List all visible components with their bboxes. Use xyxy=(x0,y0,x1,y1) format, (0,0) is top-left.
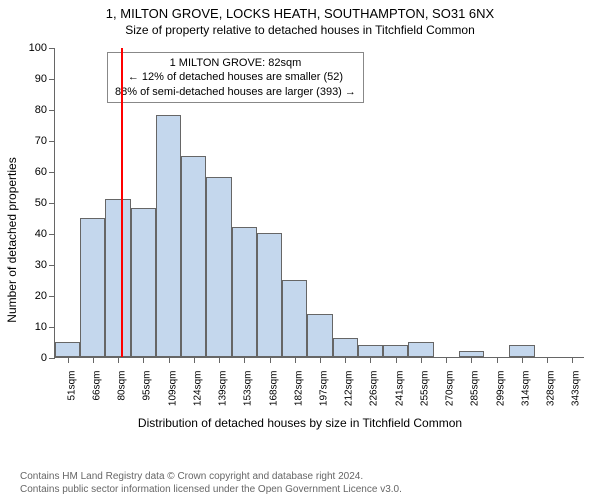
histogram-bar xyxy=(55,342,80,358)
x-tick xyxy=(219,357,220,363)
info-box: 1 MILTON GROVE: 82sqm ← 12% of detached … xyxy=(107,52,364,103)
y-tick-label: 100 xyxy=(29,42,55,54)
histogram-bar xyxy=(181,156,206,358)
x-tick xyxy=(68,357,69,363)
footer-line1: Contains HM Land Registry data © Crown c… xyxy=(20,471,600,484)
page-title: 1, MILTON GROVE, LOCKS HEATH, SOUTHAMPTO… xyxy=(0,0,600,21)
y-tick-label: 40 xyxy=(35,228,55,240)
x-tick xyxy=(244,357,245,363)
y-axis-label: Number of detached properties xyxy=(5,157,19,322)
x-tick xyxy=(118,357,119,363)
histogram-bar xyxy=(156,115,181,357)
footer: Contains HM Land Registry data © Crown c… xyxy=(0,471,600,496)
page-subtitle: Size of property relative to detached ho… xyxy=(0,21,600,37)
y-tick-label: 10 xyxy=(35,321,55,333)
histogram-bar xyxy=(358,345,383,357)
x-tick xyxy=(497,357,498,363)
marker-line xyxy=(121,48,123,357)
infobox-line1: 1 MILTON GROVE: 82sqm xyxy=(115,56,356,70)
x-tick xyxy=(522,357,523,363)
histogram-bar xyxy=(307,314,332,357)
x-tick xyxy=(572,357,573,363)
x-tick xyxy=(547,357,548,363)
histogram-bar xyxy=(131,208,156,357)
infobox-line3: 88% of semi-detached houses are larger (… xyxy=(115,85,356,99)
histogram-bar xyxy=(333,338,358,357)
histogram-bar xyxy=(408,342,433,358)
x-tick xyxy=(143,357,144,363)
x-tick xyxy=(421,357,422,363)
chart-container: Number of detached properties 1 MILTON G… xyxy=(0,40,600,430)
x-tick xyxy=(446,357,447,363)
y-tick-label: 20 xyxy=(35,290,55,302)
x-tick xyxy=(169,357,170,363)
histogram-bar xyxy=(105,199,130,357)
y-tick-label: 50 xyxy=(35,197,55,209)
footer-line2: Contains public sector information licen… xyxy=(20,484,600,497)
x-tick xyxy=(370,357,371,363)
y-tick-label: 60 xyxy=(35,166,55,178)
x-tick xyxy=(194,357,195,363)
histogram-bar xyxy=(206,177,231,357)
x-tick xyxy=(93,357,94,363)
x-tick xyxy=(396,357,397,363)
y-tick-label: 70 xyxy=(35,135,55,147)
y-tick-label: 30 xyxy=(35,259,55,271)
histogram-bar xyxy=(383,345,408,357)
x-tick xyxy=(345,357,346,363)
y-tick-label: 80 xyxy=(35,104,55,116)
histogram-bar xyxy=(257,233,282,357)
histogram-bar xyxy=(509,345,534,357)
x-tick xyxy=(270,357,271,363)
y-tick-label: 0 xyxy=(41,352,55,364)
x-axis-label: Distribution of detached houses by size … xyxy=(0,416,600,430)
histogram-bar xyxy=(80,218,105,358)
plot-area: 1 MILTON GROVE: 82sqm ← 12% of detached … xyxy=(54,48,584,358)
x-tick xyxy=(471,357,472,363)
infobox-line2: ← 12% of detached houses are smaller (52… xyxy=(115,70,356,84)
histogram-bar xyxy=(282,280,307,358)
y-tick-label: 90 xyxy=(35,73,55,85)
histogram-bar xyxy=(232,227,257,357)
x-tick xyxy=(295,357,296,363)
x-tick xyxy=(320,357,321,363)
